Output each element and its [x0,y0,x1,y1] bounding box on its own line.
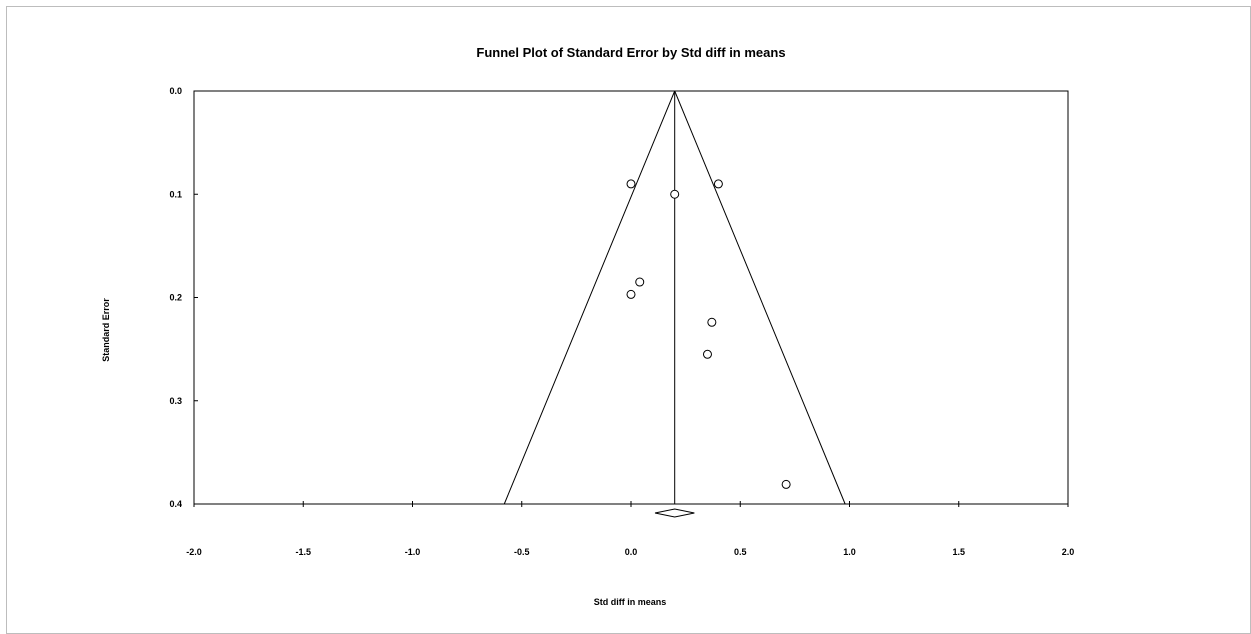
study-point [781,479,791,489]
y-tick-label: 0.0 [169,86,182,96]
x-tick-label: -0.5 [514,547,530,557]
y-tick-label: 0.3 [169,396,182,406]
x-tick-label: 1.0 [843,547,856,557]
x-axis-label: Std diff in means [594,597,667,607]
outer-border [6,6,1251,634]
summary-diamond [654,508,695,518]
x-tick-label: -2.0 [186,547,202,557]
y-tick-label: 0.2 [169,293,182,303]
study-point [713,179,723,189]
plot-area: -2.0 -1.5 -1.0 -0.5 0.0 0.5 1.0 1.5 2.0 0.0 0.1 0.2… [169,86,1074,557]
chart-title: Funnel Plot of Standard Error by Std dif… [476,45,785,60]
x-tick-label: -1.0 [405,547,421,557]
study-point [702,349,712,359]
x-tick-label: 0.5 [734,547,747,557]
y-tick-label: 0.4 [169,499,182,509]
x-tick-label: 0.0 [625,547,638,557]
study-point [626,289,636,299]
x-tick-label: 1.5 [952,547,965,557]
x-tick-label: 2.0 [1062,547,1075,557]
x-tick-label: -1.5 [295,547,311,557]
y-tick-label: 0.1 [169,189,182,199]
funnel-right-line [674,90,846,505]
funnel-left-line [503,90,676,505]
study-point [626,179,636,189]
study-point [707,317,717,327]
study-point [635,277,645,287]
y-axis-label: Standard Error [101,298,111,362]
study-point [670,189,680,199]
